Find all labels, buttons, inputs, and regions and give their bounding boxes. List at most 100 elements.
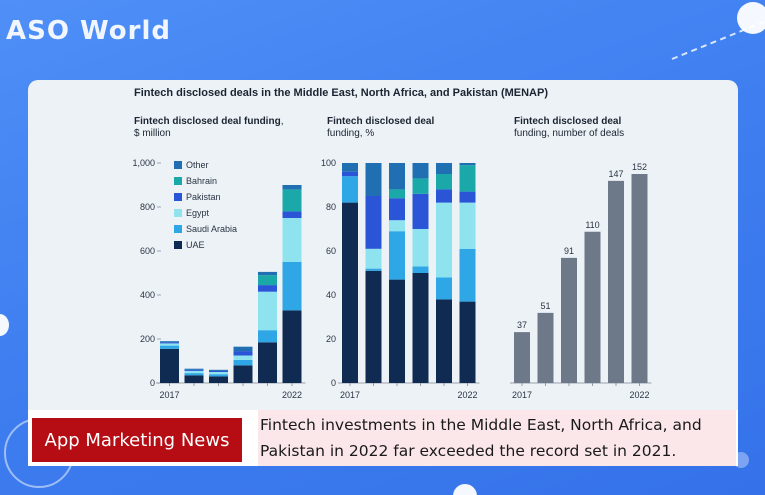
bar-segment-other (459, 163, 476, 166)
legend-label: Egypt (186, 208, 210, 218)
bar-segment-other (342, 163, 358, 172)
decor-circle (0, 314, 9, 336)
bar-segment-egypt (184, 370, 204, 374)
bar-segment-other (365, 163, 382, 196)
bar-segment-uae (436, 299, 452, 383)
x-tick-label: 2017 (159, 390, 179, 400)
bar-segment-saudi-arabia (258, 330, 277, 343)
bar-segment-pakistan (184, 369, 204, 371)
bar-segment-saudi-arabia (160, 345, 179, 349)
chart-1-title: Fintech disclosed deal funding, $ millio… (134, 116, 284, 140)
bar-segment-saudi-arabia (412, 266, 429, 273)
y-tick-label: 80 (326, 202, 336, 212)
data-label: 147 (608, 169, 623, 179)
bar-segment-pakistan (209, 370, 228, 372)
y-tick-label: 600 (140, 246, 155, 256)
bar (584, 231, 601, 383)
bar-segment-saudi-arabia (365, 268, 382, 271)
legend-label: Pakistan (186, 192, 221, 202)
bar-segment-other (389, 163, 405, 190)
bar-segment-bahrain (282, 189, 302, 212)
bar-segment-saudi-arabia (282, 262, 302, 311)
chart-2-title: Fintech disclosed deal funding, % (327, 116, 447, 140)
bar-segment-other (436, 163, 452, 174)
bar-segment-other (184, 368, 204, 370)
bar (514, 332, 530, 383)
x-tick-label: 2017 (512, 390, 532, 400)
bar-segment-other (412, 163, 429, 179)
x-tick-label: 2017 (340, 390, 360, 400)
y-tick-label: 100 (321, 158, 336, 168)
bar-segment-egypt (365, 248, 382, 269)
legend-label: Other (186, 160, 209, 170)
brand-logo: ASO World (6, 16, 171, 46)
bar-segment-uae (459, 301, 476, 383)
chart-3-title-bold: Fintech disclosed deal (514, 116, 622, 127)
bar-segment-bahrain (412, 178, 429, 194)
bar-segment-other (233, 346, 253, 352)
bar-segment-pakistan (412, 193, 429, 229)
bar-segment-pakistan (436, 189, 452, 203)
data-label: 37 (517, 320, 527, 330)
news-badge: App Marketing News (32, 418, 242, 462)
bar-segment-uae (160, 348, 179, 383)
page-title: Fintech disclosed deals in the Middle Ea… (134, 87, 549, 99)
bar-segment-other (258, 271, 277, 276)
bar-segment-egypt (209, 372, 228, 375)
bar-segment-bahrain (436, 174, 452, 190)
bar (537, 312, 554, 383)
bar-segment-pakistan (459, 191, 476, 203)
bar-segment-pakistan (365, 196, 382, 249)
legend-swatch (174, 241, 182, 249)
legend-swatch (174, 225, 182, 233)
bar-segment-uae (365, 270, 382, 383)
bar-segment-other (282, 185, 302, 190)
bar-segment-egypt (412, 229, 429, 267)
decor-circle (737, 2, 765, 34)
bar-segment-other (209, 369, 228, 371)
chart-2-title-bold: Fintech disclosed deal (327, 116, 435, 127)
y-tick-label: 60 (326, 246, 336, 256)
legend-swatch (174, 177, 182, 185)
data-label: 110 (585, 220, 599, 230)
bar-segment-pakistan (282, 211, 302, 218)
bar (608, 180, 624, 383)
bar-segment-pakistan (389, 198, 405, 221)
legend-swatch (174, 209, 182, 217)
bar-segment-uae (258, 342, 277, 383)
bar-segment-egypt (258, 291, 277, 331)
y-tick-label: 200 (140, 334, 155, 344)
bar-segment-bahrain (389, 189, 405, 199)
x-tick-label: 2022 (457, 390, 477, 400)
bar-segment-egypt (436, 202, 452, 278)
chart-2-title-rest: funding, % (327, 128, 375, 139)
bar (631, 174, 648, 383)
bar-segment-pakistan (342, 171, 358, 177)
news-headline: Fintech investments in the Middle East, … (258, 410, 736, 466)
bar-segment-uae (233, 365, 253, 383)
bar-segment-uae (282, 310, 302, 383)
data-label: 51 (540, 301, 550, 311)
chart-1-title-rest: , $ million (134, 116, 284, 139)
bar-segment-egypt (160, 343, 179, 346)
bar-segment-uae (412, 273, 429, 383)
legend-label: UAE (186, 240, 205, 250)
decor-circle (453, 484, 477, 495)
bar-segment-pakistan (258, 285, 277, 292)
legend-swatch (174, 161, 182, 169)
data-label: 91 (564, 246, 574, 256)
bar-segment-egypt (233, 355, 253, 360)
bar-segment-saudi-arabia (233, 359, 253, 366)
chart-3-title: Fintech disclosed deal funding, number of… (514, 116, 654, 140)
x-tick-label: 2022 (629, 390, 649, 400)
y-tick-label: 20 (326, 334, 336, 344)
bar-segment-uae (342, 202, 358, 383)
y-tick-label: 1,000 (132, 158, 155, 168)
bar-segment-saudi-arabia (389, 231, 405, 280)
legend-label: Saudi Arabia (186, 224, 237, 234)
bar-segment-egypt (282, 218, 302, 262)
y-tick-label: 40 (326, 290, 336, 300)
bar-segment-saudi-arabia (209, 374, 228, 377)
y-tick-label: 0 (150, 378, 155, 388)
